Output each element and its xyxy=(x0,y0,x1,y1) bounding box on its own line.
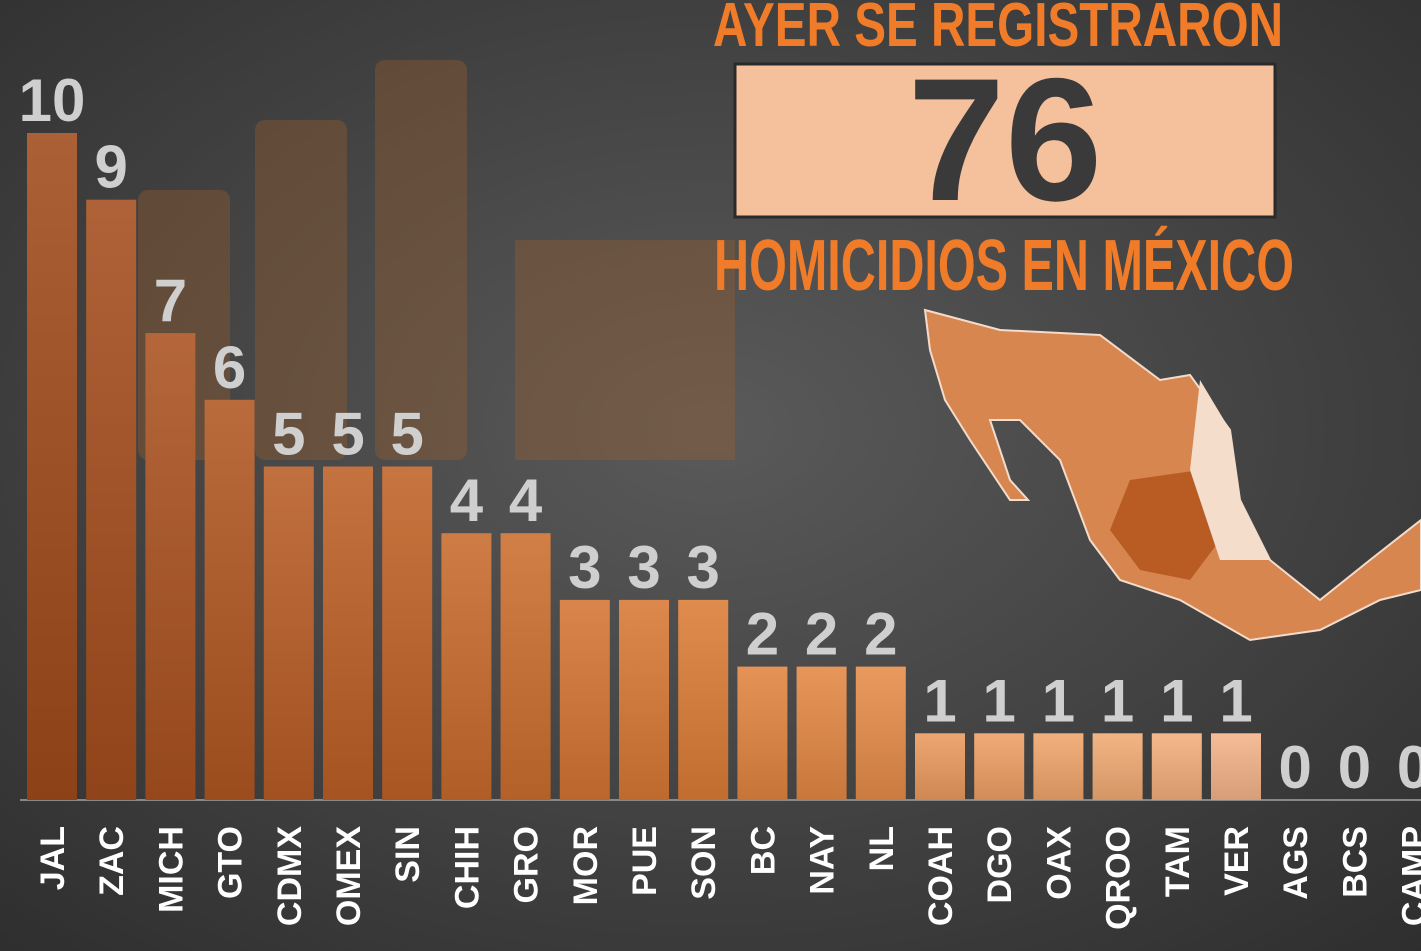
x-tick-label: COAH xyxy=(922,826,960,926)
bar-shade xyxy=(796,666,847,800)
value-label: 3 xyxy=(687,534,720,601)
value-label: 2 xyxy=(805,601,838,668)
watermark-logo xyxy=(138,60,735,460)
value-label: 7 xyxy=(154,267,187,334)
value-label: 6 xyxy=(213,334,246,401)
bar-shade xyxy=(737,666,788,800)
x-tick-label: CDMX xyxy=(271,826,309,926)
value-label: 4 xyxy=(509,467,543,534)
bar-shade xyxy=(559,599,610,800)
bar-shade xyxy=(27,133,77,800)
value-label: 9 xyxy=(95,134,128,201)
value-label: 0 xyxy=(1397,734,1421,801)
value-label: 1 xyxy=(1042,667,1075,734)
map-region xyxy=(1190,380,1270,560)
x-tick-label: BCS xyxy=(1336,826,1374,898)
x-tick-label: QROO xyxy=(1100,826,1138,930)
bar-shade xyxy=(619,599,669,800)
value-label: 1 xyxy=(1101,667,1134,734)
bar-shade xyxy=(678,599,729,800)
x-tick-label: SON xyxy=(685,826,723,900)
bar-shade xyxy=(204,399,255,800)
value-label: 10 xyxy=(19,67,86,134)
bar-shade xyxy=(263,466,314,800)
value-label: 2 xyxy=(864,601,897,668)
value-label: 0 xyxy=(1279,734,1312,801)
bar-shade xyxy=(382,466,433,800)
bar-shade xyxy=(323,466,373,800)
title: AYER SE REGISTRARON xyxy=(713,0,1283,60)
x-tick-label: NL xyxy=(863,826,901,871)
x-tick-label: CHIH xyxy=(448,826,486,909)
value-label: 1 xyxy=(923,667,956,734)
x-tick-label: NAY xyxy=(804,826,842,895)
bar-shade xyxy=(974,733,1025,800)
value-label: 3 xyxy=(568,534,601,601)
x-tick-label: OAX xyxy=(1040,826,1078,900)
x-tick-label: DGO xyxy=(981,826,1019,903)
x-tick-label: VER xyxy=(1218,826,1256,896)
x-tick-label: JAL xyxy=(34,826,72,890)
map-region xyxy=(1110,470,1220,580)
x-tick-label: OMEX xyxy=(330,826,368,926)
bar-shade xyxy=(1151,733,1202,800)
bar-shade xyxy=(145,333,196,800)
bar-shade xyxy=(500,533,551,800)
x-tick-label: GRO xyxy=(508,826,546,903)
bar-shade xyxy=(915,733,965,800)
bar-shade xyxy=(1033,733,1084,800)
x-tick-label: PUE xyxy=(626,826,664,896)
subtitle: HOMICIDIOS EN MÉXICO xyxy=(714,226,1294,306)
bar-shade xyxy=(1092,733,1143,800)
x-tick-label: CAMP xyxy=(1396,826,1421,926)
value-label: 3 xyxy=(627,534,660,601)
x-tick-label: MOR xyxy=(567,826,605,905)
value-label: 5 xyxy=(391,401,424,468)
value-label: 1 xyxy=(983,667,1016,734)
bar-shade xyxy=(86,199,137,800)
value-label: 5 xyxy=(272,401,305,468)
headline-box xyxy=(733,62,1277,219)
value-label: 5 xyxy=(331,401,364,468)
x-tick-label: TAM xyxy=(1159,826,1197,897)
x-tick-label: MICH xyxy=(152,826,190,913)
x-tick-label: SIN xyxy=(389,826,427,883)
headline: 76 xyxy=(908,43,1103,238)
x-tick-label: ZAC xyxy=(93,826,131,896)
bar-shade xyxy=(855,666,906,800)
value-label: 0 xyxy=(1338,734,1371,801)
x-tick-label: AGS xyxy=(1277,826,1315,900)
value-label: 2 xyxy=(746,601,779,668)
value-label: 4 xyxy=(450,467,484,534)
bar-shade xyxy=(1211,733,1261,800)
x-tick-label: BC xyxy=(744,826,782,875)
x-tick-label: GTO xyxy=(212,826,250,899)
bar-shade xyxy=(441,533,492,800)
value-label: 1 xyxy=(1160,667,1193,734)
value-label: 1 xyxy=(1219,667,1252,734)
